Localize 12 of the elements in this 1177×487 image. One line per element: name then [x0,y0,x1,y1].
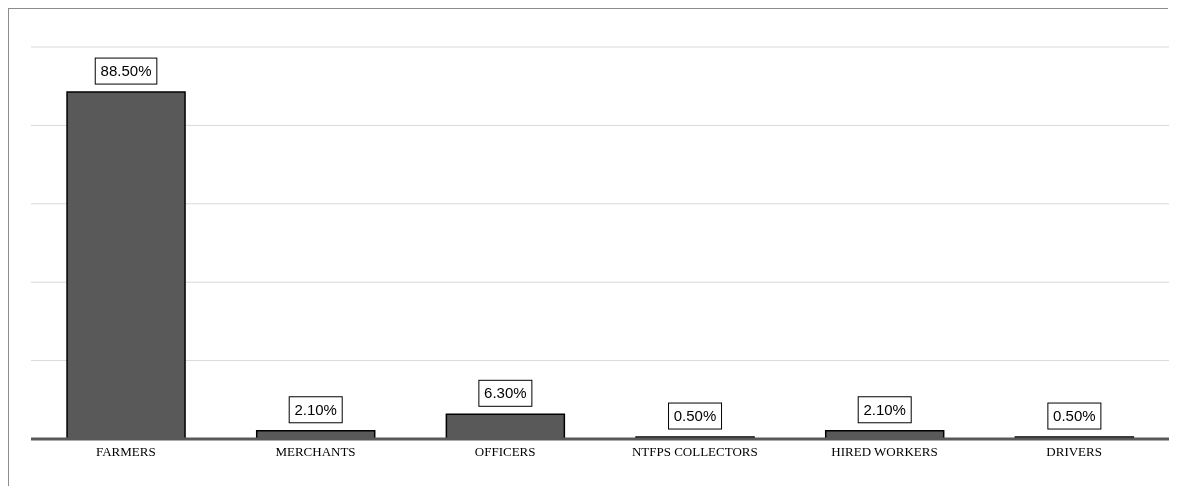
data-label: 0.50% [673,407,717,425]
data-label: 6.30% [484,384,527,402]
x-tick-label: OFFICERS [474,444,536,460]
x-tick-label: HIRED WORKERS [831,444,938,460]
data-label: 88.50% [100,62,152,80]
x-tick-label: MERCHANTS [275,444,356,460]
x-tick-label: NTFPS COLLECTORS [631,444,758,460]
x-tick-label: FARMERS [95,444,156,460]
data-label: 2.10% [294,400,337,418]
data-label: 0.50% [1053,407,1096,425]
data-label: 2.10% [863,400,906,418]
x-tick-label: DRIVERS [1046,444,1102,460]
